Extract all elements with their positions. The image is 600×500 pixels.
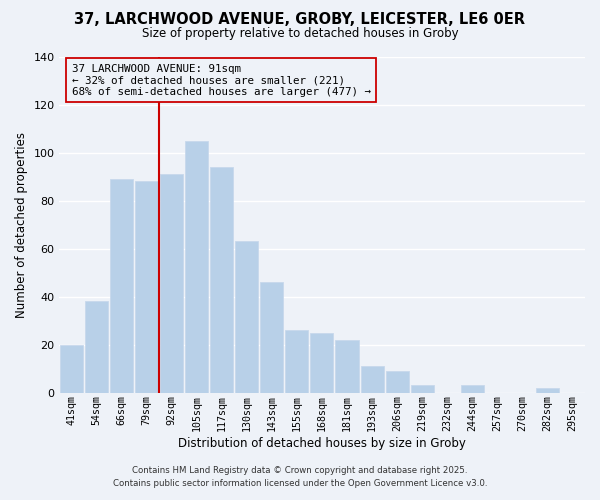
Bar bbox=[160, 174, 183, 392]
Bar bbox=[185, 140, 208, 392]
Bar bbox=[85, 302, 108, 392]
Text: Contains HM Land Registry data © Crown copyright and database right 2025.
Contai: Contains HM Land Registry data © Crown c… bbox=[113, 466, 487, 487]
Bar bbox=[135, 182, 158, 392]
X-axis label: Distribution of detached houses by size in Groby: Distribution of detached houses by size … bbox=[178, 437, 466, 450]
Bar bbox=[210, 167, 233, 392]
Bar bbox=[536, 388, 559, 392]
Bar bbox=[335, 340, 359, 392]
Text: 37 LARCHWOOD AVENUE: 91sqm
← 32% of detached houses are smaller (221)
68% of sem: 37 LARCHWOOD AVENUE: 91sqm ← 32% of deta… bbox=[71, 64, 371, 97]
Bar bbox=[60, 344, 83, 393]
Bar bbox=[410, 386, 434, 392]
Bar bbox=[286, 330, 308, 392]
Bar bbox=[361, 366, 383, 392]
Bar bbox=[235, 242, 258, 392]
Bar bbox=[110, 179, 133, 392]
Bar bbox=[260, 282, 283, 393]
Bar bbox=[461, 386, 484, 392]
Text: Size of property relative to detached houses in Groby: Size of property relative to detached ho… bbox=[142, 28, 458, 40]
Bar bbox=[386, 371, 409, 392]
Bar bbox=[310, 332, 334, 392]
Y-axis label: Number of detached properties: Number of detached properties bbox=[15, 132, 28, 318]
Text: 37, LARCHWOOD AVENUE, GROBY, LEICESTER, LE6 0ER: 37, LARCHWOOD AVENUE, GROBY, LEICESTER, … bbox=[74, 12, 526, 28]
